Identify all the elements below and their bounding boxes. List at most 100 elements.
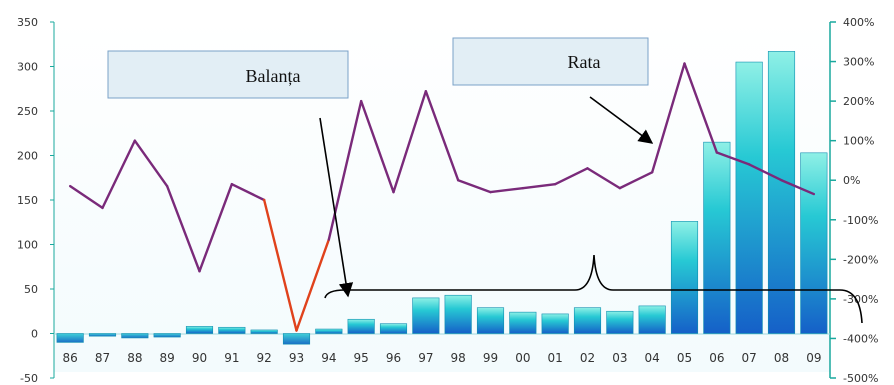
annotation-label-balanta: Balanța <box>246 66 301 86</box>
bar-90 <box>185 326 214 334</box>
left-axis-ticks: -50 0 50 100 150 200 250 300 350 <box>17 16 54 385</box>
right-tick-label: 200% <box>843 95 874 108</box>
line-series-rata <box>68 62 816 332</box>
left-tick-label: -50 <box>20 372 38 385</box>
annotation-arrow-rata <box>589 96 654 144</box>
bar-03 <box>606 310 634 334</box>
bar-91 <box>218 326 246 334</box>
left-tick-label: 300 <box>17 61 38 74</box>
x-tick-label-91: 91 <box>224 351 239 365</box>
rata-segment-02 <box>586 167 622 190</box>
x-tick-label-92: 92 <box>257 351 272 365</box>
bar-01 <box>541 313 569 334</box>
right-tick-label: 400% <box>843 16 874 29</box>
left-tick-label: 250 <box>17 105 38 118</box>
bar-02 <box>573 307 602 334</box>
rata-segment-94 <box>327 99 363 241</box>
right-tick-label: 300% <box>843 56 874 69</box>
rata-segment-01 <box>553 167 589 186</box>
x-tick-label-04: 04 <box>645 351 660 365</box>
bar-93 <box>282 333 311 345</box>
x-axis-ticks: 86 87 88 89 90 91 92 93 94 95 96 97 98 99 00 01 02 03 04 05… <box>63 351 822 365</box>
rata-segment-87 <box>101 139 137 210</box>
right-tick-label: 0% <box>843 174 860 187</box>
bar-86 <box>56 333 84 343</box>
x-tick-label-00: 00 <box>515 351 530 365</box>
x-tick-label-87: 87 <box>95 351 110 365</box>
rata-segment-88 <box>133 139 169 188</box>
x-tick-label-97: 97 <box>418 351 433 365</box>
rata-segment-00 <box>521 182 557 190</box>
annotation-box-balanta <box>107 50 349 99</box>
rata-segment-99 <box>489 186 525 194</box>
rata-segment-05 <box>683 62 719 154</box>
rata-segment-90 <box>198 182 234 273</box>
bar-92 <box>250 329 278 334</box>
bar-97 <box>412 297 440 334</box>
x-tick-label-96: 96 <box>386 351 401 365</box>
rata-segment-95 <box>359 99 395 194</box>
x-tick-label-01: 01 <box>548 351 563 365</box>
bar-09 <box>800 152 828 334</box>
x-tick-label-86: 86 <box>63 351 78 365</box>
x-tick-label-05: 05 <box>677 351 692 365</box>
left-tick-label: 200 <box>17 150 38 163</box>
bar-06 <box>703 141 731 334</box>
right-tick-label: 100% <box>843 135 874 148</box>
rata-segment-92 <box>262 198 298 332</box>
rata-segment-97 <box>424 90 460 182</box>
rata-segment-89 <box>165 184 201 273</box>
bar-95 <box>347 318 375 334</box>
rata-segment-86 <box>68 184 104 210</box>
left-tick-label: 0 <box>31 328 38 341</box>
brace-bracket <box>324 254 863 324</box>
x-tick-label-93: 93 <box>289 351 304 365</box>
x-tick-label-95: 95 <box>354 351 369 365</box>
x-tick-label-03: 03 <box>612 351 627 365</box>
right-tick-label: -300% <box>843 293 878 306</box>
right-tick-label: -100% <box>843 214 878 227</box>
annotation-label-rata: Rata <box>568 52 601 72</box>
annotation-balanta: Balanța <box>107 50 354 298</box>
left-tick-label: 50 <box>24 283 38 296</box>
x-tick-label-94: 94 <box>321 351 336 365</box>
x-tick-label-09: 09 <box>806 351 821 365</box>
bar-88 <box>121 333 149 339</box>
right-tick-label: -200% <box>843 253 878 266</box>
rata-segment-98 <box>456 179 492 194</box>
bar-series-balanta <box>56 51 828 345</box>
bar-89 <box>153 333 181 338</box>
bar-04 <box>638 305 666 334</box>
bar-05 <box>670 221 699 334</box>
rata-segment-06 <box>715 151 751 166</box>
rata-segment-91 <box>230 182 266 202</box>
x-tick-label-88: 88 <box>127 351 142 365</box>
rata-segment-96 <box>392 90 428 194</box>
bar-99 <box>476 307 505 334</box>
x-tick-label-08: 08 <box>774 351 789 365</box>
x-tick-label-07: 07 <box>742 351 757 365</box>
left-tick-label: 350 <box>17 16 38 29</box>
bar-08 <box>767 51 796 334</box>
x-tick-label-02: 02 <box>580 351 595 365</box>
right-axis-ticks: -500% -400% -300% -200% -100% 0% 100% 200% 300% 4… <box>830 16 878 385</box>
x-tick-label-06: 06 <box>709 351 724 365</box>
rata-segment-93 <box>295 238 331 332</box>
x-tick-label-98: 98 <box>451 351 466 365</box>
rata-segment-08 <box>780 179 816 196</box>
bar-98 <box>444 294 472 334</box>
bar-94 <box>315 328 343 334</box>
rata-segment-04 <box>650 62 686 174</box>
left-tick-label: 100 <box>17 239 38 252</box>
annotation-rata: Rata <box>452 37 654 144</box>
right-tick-label: -500% <box>843 372 878 385</box>
x-tick-label-90: 90 <box>192 351 207 365</box>
bar-00 <box>509 311 537 334</box>
rata-segment-07 <box>747 163 783 182</box>
annotation-arrow-balanta <box>319 117 354 298</box>
rata-segment-03 <box>618 171 654 190</box>
annotation-box-rata <box>452 37 649 86</box>
bar-87 <box>88 333 117 337</box>
bar-96 <box>379 323 408 334</box>
